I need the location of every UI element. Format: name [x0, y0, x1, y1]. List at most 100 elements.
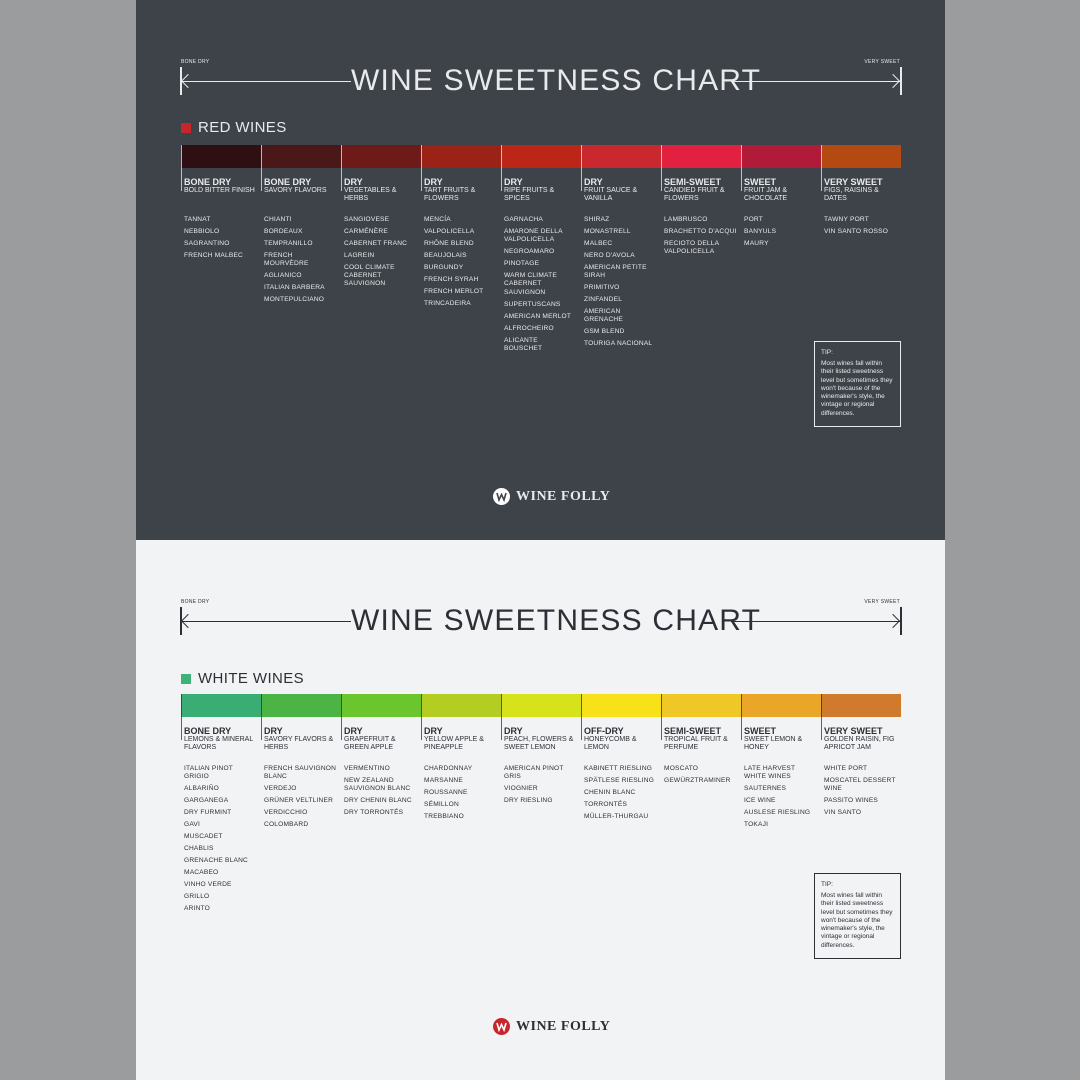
wine-name: TRINCADEIRA: [424, 300, 471, 307]
wine-list: SANGIOVESE CARMÉNÈRE CABERNET FRANC LAGREIN…: [341, 216, 421, 357]
scale-start-cap: [180, 607, 182, 635]
tip-heading: TIP:: [821, 349, 833, 356]
wine-name: MALBEC: [584, 240, 613, 247]
sweetness-level-column: DRY TART FRUITS & FLOWERS: [421, 145, 501, 205]
sweetness-level-label: SWEET: [744, 726, 777, 736]
white-wines-panel: BONE DRY VERY SWEET WINE SWEETNESS CHART…: [136, 540, 945, 1080]
wine-list: FRENCH SAUVIGNON BLANC VERDEJO GRÜNER VELT…: [261, 765, 341, 917]
very-sweet-arrow-icon: [885, 73, 901, 89]
wine-sweetness-infographic: BONE DRY VERY SWEET WINE SWEETNESS CHART…: [136, 0, 945, 1080]
wine-name: AMARONE DELLA VALPOLICELLA: [504, 228, 563, 244]
sweetness-level-label: DRY: [344, 726, 363, 736]
sweetness-level-column: SWEET FRUIT JAM & CHOCOLATE: [741, 145, 821, 205]
wine-folly-logo-icon: [493, 1018, 510, 1035]
tip-text: Most wines fall within their listed swee…: [821, 892, 893, 949]
sweetness-color-bar: [181, 145, 901, 168]
sweetness-level-label: SWEET: [744, 177, 777, 187]
wine-name: GAVI: [184, 821, 201, 829]
wine-list: AMERICAN PINOT GRIS VIOGNIER DRY RIESLING: [501, 765, 581, 917]
red-wines-panel: BONE DRY VERY SWEET WINE SWEETNESS CHART…: [136, 0, 945, 540]
wine-name: SAGRANTINO: [184, 240, 230, 247]
wine-name: GEWÜRZTRAMINER: [664, 777, 731, 784]
wine-name: AMERICAN PETITE SIRAH: [584, 264, 647, 280]
flavor-description: TROPICAL FRUIT & PERFUME: [664, 736, 728, 752]
wine-name: COLOMBARD: [264, 821, 309, 829]
flavor-description: FRUIT SAUCE & VANILLA: [584, 187, 638, 203]
flavor-description: PEACH, FLOWERS & SWEET LEMON: [504, 736, 574, 752]
wine-name: KABINETT RIESLING: [584, 765, 653, 772]
wine-list: CHIANTI BORDEAUX TEMPRANILLO FRENCH MOURVÈD…: [261, 216, 341, 357]
wine-name: NERO D'AVOLA: [584, 252, 635, 259]
wine-name: MÜLLER-THURGAU: [584, 813, 649, 820]
wine-name: GARNACHA: [504, 216, 543, 223]
wine-name: CHARDONNAY: [424, 765, 473, 772]
sweetness-level-column: DRY SAVORY FLAVORS & HERBS: [261, 694, 341, 754]
scale-label-very-sweet: VERY SWEET: [864, 59, 900, 65]
tip-text: Most wines fall within their listed swee…: [821, 360, 893, 417]
color-bar-segment: [261, 145, 341, 168]
sweetness-level-column: DRY GRAPEFRUIT & GREEN APPLE: [341, 694, 421, 754]
wine-name: BANYULS: [744, 228, 777, 235]
wine-name: GRILLO: [184, 893, 210, 901]
wine-name: TOKAJI: [744, 821, 769, 829]
wine-name: DRY CHENIN BLANC: [344, 797, 412, 805]
wine-name: VALPOLICELLA: [424, 228, 475, 235]
wine-name: WHITE PORT: [824, 765, 868, 772]
wine-name: GRÜNER VELTLINER: [264, 797, 334, 805]
sweetness-level-column: SWEET SWEET LEMON & HONEY: [741, 694, 821, 754]
wine-name: CABERNET FRANC: [344, 240, 408, 247]
wine-name: LAMBRUSCO: [664, 216, 708, 223]
sweetness-level-column: SEMI-SWEET TROPICAL FRUIT & PERFUME: [661, 694, 741, 754]
tip-box: TIP: Most wines fall within their listed…: [814, 873, 901, 959]
wine-name: DRY RIESLING: [504, 797, 553, 805]
wine-name: AUSLESE RIESLING: [744, 809, 811, 817]
sweetness-level-column: DRY FRUIT SAUCE & VANILLA: [581, 145, 661, 205]
wine-name: SUPERTUSCANS: [504, 300, 561, 308]
wine-name: FRENCH MALBEC: [184, 252, 244, 259]
column-divider: [741, 694, 742, 740]
flavor-description: HONEYCOMB & LEMON: [584, 736, 637, 752]
wine-name: AMERICAN MERLOT: [504, 312, 572, 320]
wine-folly-logo: WINE FOLLY: [493, 488, 610, 505]
section-color-swatch: [181, 122, 191, 133]
color-bar-segment: [581, 694, 661, 717]
color-bar-segment: [341, 694, 421, 717]
wine-name: ZINFANDEL: [584, 296, 623, 304]
section-title: RED WINES: [198, 119, 287, 136]
sweetness-levels: BONE DRY LEMONS & MINERAL FLAVORS DRY SAVOR…: [181, 694, 901, 754]
wine-name: SAUTERNES: [744, 785, 787, 793]
wine-name: GARGANEGA: [184, 797, 229, 805]
wine-name: NEW ZEALAND SAUVIGNON BLANC: [344, 777, 411, 793]
section-heading: WHITE WINES: [181, 670, 304, 687]
wine-name: SHIRAZ: [584, 216, 610, 223]
flavor-description: SAVORY FLAVORS & HERBS: [264, 736, 334, 752]
chart-title: WINE SWEETNESS CHART: [351, 604, 762, 637]
logo-wordmark: WINE FOLLY: [516, 1018, 611, 1034]
wine-name: COOL CLIMATE CABERNET SAUVIGNON: [344, 264, 395, 288]
column-divider: [661, 145, 662, 191]
wine-folly-logo: WINE FOLLY: [493, 1018, 610, 1035]
sweetness-level-column: DRY PEACH, FLOWERS & SWEET LEMON: [501, 694, 581, 754]
sweetness-level-label: BONE DRY: [264, 177, 312, 187]
sweetness-level-column: BONE DRY SAVORY FLAVORS: [261, 145, 341, 205]
sweetness-level-label: VERY SWEET: [824, 177, 883, 187]
wine-name: MACABEO: [184, 869, 219, 877]
wine-name: LATE HARVEST WHITE WINES: [744, 765, 796, 781]
color-bar-segment: [661, 145, 741, 168]
color-bar-segment: [421, 694, 501, 717]
flavor-description: GRAPEFRUIT & GREEN APPLE: [344, 736, 396, 752]
wine-name: NEBBIOLO: [184, 228, 220, 235]
wine-name: FRENCH SAUVIGNON BLANC: [264, 765, 337, 781]
wine-list: VERMENTINO NEW ZEALAND SAUVIGNON BLANC DRY…: [341, 765, 421, 917]
wine-name: ROUSSANNE: [424, 789, 468, 796]
flavor-description: SAVORY FLAVORS: [264, 187, 327, 194]
column-divider: [741, 145, 742, 191]
column-divider: [661, 694, 662, 740]
color-bar-segment: [501, 145, 581, 168]
sweetness-level-column: OFF-DRY HONEYCOMB & LEMON: [581, 694, 661, 754]
sweetness-level-label: DRY: [344, 177, 363, 187]
sweetness-color-bar: [181, 694, 901, 717]
column-divider: [181, 694, 182, 740]
wine-name: CHENIN BLANC: [584, 789, 636, 796]
wine-name: SÉMILLON: [424, 801, 459, 808]
